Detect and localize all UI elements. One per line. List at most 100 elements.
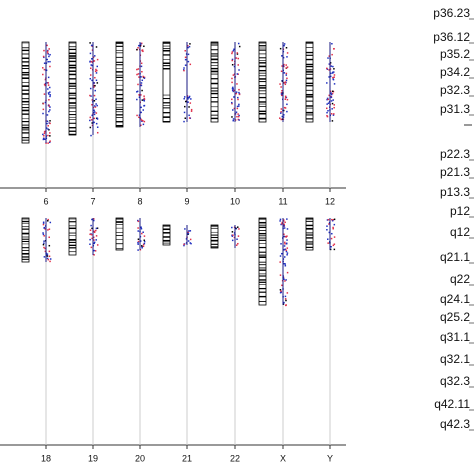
probe-dot <box>333 83 336 85</box>
probe-dot <box>327 242 329 244</box>
probe-dot <box>95 98 97 101</box>
probe-dot <box>185 100 187 103</box>
probe-dot <box>280 291 282 294</box>
probe-dot <box>93 249 95 252</box>
probe-dot <box>279 47 282 50</box>
probe-dot <box>140 106 142 109</box>
probe-dot <box>93 236 95 239</box>
probe-dot <box>49 260 51 263</box>
ideogram <box>210 224 219 249</box>
probe-dot <box>90 134 92 137</box>
probe-dot <box>138 114 141 116</box>
probe-dot <box>48 55 50 58</box>
probe-dot <box>285 79 288 82</box>
probe-dot <box>286 110 288 113</box>
probe-dot <box>188 45 191 48</box>
band-label: q25.2 <box>440 310 470 324</box>
probe-dot <box>141 232 143 235</box>
probe-dot <box>283 114 285 116</box>
probe-dot <box>183 97 185 100</box>
probe-dot <box>43 68 46 71</box>
probe-dot <box>283 81 286 84</box>
probe-dot <box>48 255 51 258</box>
probe-dot <box>326 114 328 117</box>
probe-dot <box>330 93 333 96</box>
probe-dot <box>49 221 52 224</box>
probe-dot <box>143 235 146 237</box>
probe-dot <box>187 101 189 103</box>
probe-dot <box>189 238 192 241</box>
probe-dot <box>183 120 185 123</box>
probe-dot <box>90 95 92 97</box>
probe-dot <box>285 72 288 75</box>
probe-dot <box>95 46 98 48</box>
probe-dot <box>43 62 46 64</box>
probe-dot <box>283 225 285 227</box>
probe-dot <box>283 233 285 235</box>
probe-dot <box>231 102 233 105</box>
probe-dot <box>43 227 45 229</box>
probe-dot <box>236 52 239 54</box>
probe-dot <box>44 228 46 230</box>
probe-dot <box>238 69 240 71</box>
probe-dot <box>90 246 93 249</box>
probe-dot <box>231 98 233 101</box>
band-label: q31.1 <box>440 330 470 344</box>
probe-dot <box>42 55 45 58</box>
probe-dot <box>49 132 51 134</box>
probe-dot <box>281 65 283 67</box>
probe-dot <box>285 67 288 69</box>
probe-dot <box>93 218 95 220</box>
probe-dot <box>283 249 285 251</box>
probe-dot <box>187 240 190 242</box>
probe-dot <box>285 299 287 302</box>
probe-dot <box>330 72 332 75</box>
probe-dot <box>137 238 140 240</box>
probe-dot <box>231 101 233 104</box>
probe-dot <box>89 119 91 122</box>
probe-dot <box>136 98 138 101</box>
probe-dot <box>94 89 96 92</box>
probe-dot <box>143 120 146 123</box>
probe-dot <box>280 118 282 121</box>
probe-dot <box>93 109 95 112</box>
probe-dot <box>46 120 49 123</box>
probe-dot <box>46 82 49 84</box>
probe-dot <box>49 135 51 137</box>
probe-dot <box>93 86 95 88</box>
probe-dot <box>141 120 143 123</box>
probe-dot <box>237 57 240 60</box>
probe-dot <box>137 249 139 251</box>
ideogram <box>115 217 124 251</box>
probe-dot <box>90 233 92 235</box>
ideogram <box>21 41 30 144</box>
probe-dot <box>96 117 99 120</box>
probe-dot <box>232 86 234 89</box>
probe-dot <box>49 95 51 98</box>
probe-dot <box>184 50 186 52</box>
probe-dot <box>143 105 145 107</box>
probe-dot <box>46 58 48 61</box>
probe-dot <box>188 114 190 117</box>
probe-dot <box>49 120 51 122</box>
probe-dot <box>189 102 192 104</box>
probe-dot <box>42 232 44 234</box>
probe-dot <box>231 226 233 229</box>
probe-dot <box>286 98 289 101</box>
probe-dot <box>48 99 50 101</box>
chromosome-label: X <box>280 453 286 463</box>
probe-dot <box>95 229 97 232</box>
chromosome-label: 20 <box>135 453 145 463</box>
probe-dot <box>136 114 138 117</box>
probe-dot <box>48 93 50 95</box>
probe-dot <box>238 105 240 107</box>
probe-dot <box>140 124 142 127</box>
band-label: p22.3 <box>440 147 470 161</box>
probe-dot <box>42 67 44 69</box>
probe-dot <box>279 274 282 276</box>
probe-dot <box>49 60 51 63</box>
probe-dot <box>326 111 328 114</box>
probe-dot <box>140 245 143 247</box>
probe-dot <box>93 241 96 244</box>
probe-dot <box>238 119 240 121</box>
